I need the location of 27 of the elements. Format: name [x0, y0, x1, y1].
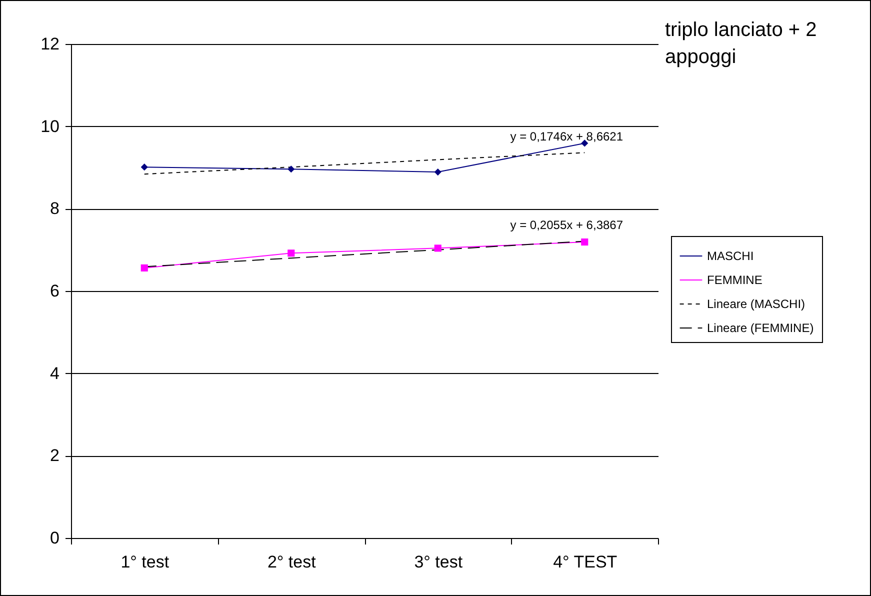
- point: [140, 164, 148, 171]
- y-tick-label: 12: [40, 34, 60, 54]
- line-series: [144, 152, 586, 175]
- legend-label: MASCHI: [707, 249, 754, 263]
- x-tick-label: 3° test: [414, 552, 463, 572]
- x-tick-label: 4° TEST: [553, 552, 618, 572]
- legend-label: FEMMINE: [707, 273, 762, 287]
- y-tick-label: 10: [40, 116, 60, 136]
- legend-label: Lineare (MASCHI): [707, 297, 806, 311]
- y-tick-label: 6: [50, 282, 60, 300]
- x-tick-label: 1° test: [120, 552, 170, 572]
- point: [140, 264, 148, 272]
- y-tick-label: 8: [50, 199, 60, 218]
- point: [288, 166, 295, 173]
- point: [581, 140, 588, 147]
- point: [581, 238, 588, 246]
- legend-label: Lineare (FEMMINE): [707, 321, 814, 335]
- y-tick-label: 0: [50, 528, 60, 548]
- point: [434, 244, 442, 252]
- point: [434, 168, 442, 176]
- y-tick-label: 2: [50, 446, 60, 466]
- annotation: y = 0,1746x + 8,6621: [510, 130, 624, 144]
- y-tick-label: 4: [50, 364, 60, 383]
- annotation: y = 0,2055x + 6,3867: [510, 218, 624, 232]
- text: triplo lanciato + 2 appoggi: [665, 18, 818, 70]
- point: [288, 250, 295, 257]
- x-tick-label: 2° test: [267, 552, 316, 572]
